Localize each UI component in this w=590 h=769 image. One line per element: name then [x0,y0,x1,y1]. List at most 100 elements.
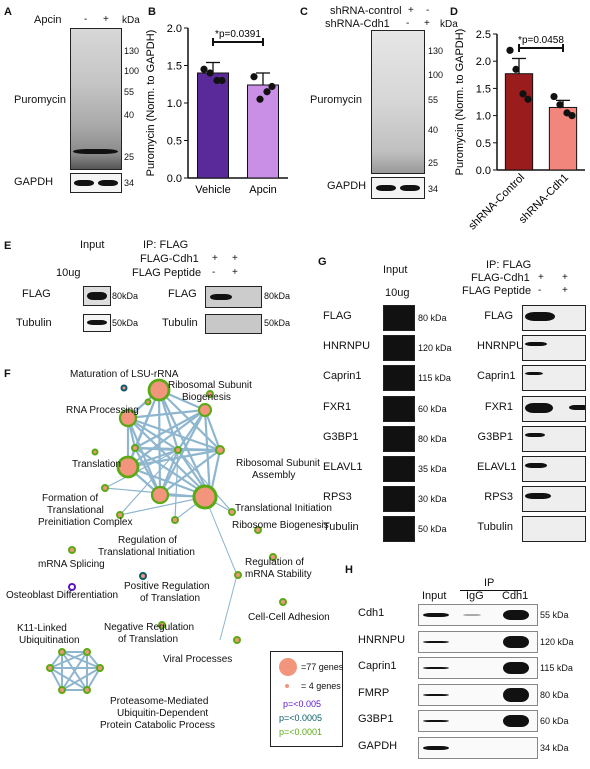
mw-marker: 34 [428,184,439,194]
network-edge [159,449,221,496]
mw-label: 115 kDa [540,663,573,673]
term-label: Protein Catabolic Process [100,720,216,731]
mw-label: 60 kDa [418,403,447,414]
mw-marker: 55 [124,87,135,97]
row-label: GAPDH [358,739,398,752]
blot-band [525,432,545,437]
term-label: Ribosomal Subunit [168,380,252,391]
blot-band [423,640,449,643]
node [101,484,109,492]
network-edge [158,389,221,451]
panel-letter-d: D [450,6,458,18]
node [198,403,212,417]
tubulin-ip-blot [205,314,262,334]
network-edge [49,651,88,669]
mw-label: 35 kDa [418,464,447,474]
data-point [218,76,226,85]
network-edge [174,449,179,521]
input-blot [383,425,415,452]
ip-row-label: G3BP1 [477,430,513,443]
blot-strip [418,683,538,706]
blot-band [525,402,553,413]
legend-p2: p=<0.0005 [279,713,323,723]
gapdh-label: GAPDH [327,180,367,192]
lsu-rrna-node [120,384,128,392]
panel-letter-a: A [4,6,12,18]
blot-band [423,613,449,617]
term-label: mRNA Stability [245,569,312,580]
row-label: Tubulin [323,521,359,534]
term-label: Ubiquitination [19,635,80,646]
node [171,516,179,524]
ip-row-label: FLAG [484,310,513,322]
plus-sign: + [562,272,568,283]
blot-band [210,294,232,300]
blot-band [423,720,449,722]
network-edge [177,449,233,513]
bar [197,72,229,179]
blot-band [525,342,547,347]
node [228,508,236,516]
mrna-splicing-node [68,546,76,554]
row-label: Cdh1 [358,607,385,619]
blot-band [423,693,449,696]
row-label: FLAG [323,310,352,322]
minus-sign: - [406,18,410,29]
tubulin-input-blot [83,314,111,332]
term-label: Translation [72,459,122,470]
row-label: HNRNPU [323,340,371,353]
mw-label: 50kDa [112,318,139,328]
gapdh-label: GAPDH [14,176,54,188]
plus-sign: + [538,272,544,283]
data-point [206,69,214,77]
term-label: K11-Linked [17,623,67,634]
blot-band [376,185,396,191]
row-label: RPS3 [323,491,352,504]
ip-flag-label: IP: FLAG [143,239,189,251]
puromycin-label: Puromycin [310,94,362,106]
translation-node [116,455,140,479]
y-axis-label: Puromycin (Norm. to GAPDH) [454,29,466,176]
data-point [550,92,558,101]
mw-label: 80 kDa [540,689,569,700]
network-edge [119,496,206,516]
ip-blot [522,335,586,362]
y-tick-label: 2.5 [476,29,491,41]
network-edge [158,389,211,498]
ip-bracket [460,590,522,591]
minus-sign: - [84,14,88,25]
rna-processing-node [147,378,171,402]
mw-marker: 55 [428,95,439,105]
blot-strip [418,710,538,732]
term-label: Viral Processes [163,654,233,665]
positive-regulation-node [139,572,147,580]
proteasome-cluster-node [83,648,91,656]
input-label: Input [80,239,105,251]
ip-blot [522,305,586,331]
row-label: G3BP1 [323,430,359,443]
row-label: FXR1 [323,400,352,413]
proteasome-cluster-node [46,664,54,672]
term-label: mRNA Splicing [38,559,105,570]
data-point [213,76,221,85]
y-tick-label: 1.0 [476,111,491,123]
blot-band [463,614,481,616]
network-edge [49,667,63,691]
ip-blot [522,486,586,513]
data-point [524,95,532,103]
tubulin-ip-row-label: Tubulin [162,317,198,329]
blot-band [503,635,529,648]
amount-label: 10ug [56,267,81,279]
cdh1-label: Cdh1 [502,590,529,602]
term-label: Osteoblast Differentiation [6,590,119,601]
data-point [506,46,514,54]
mw-label: 80 kDa [418,433,447,444]
y-tick-label: 0.0 [167,173,182,185]
blot-band [525,463,547,468]
network-edge [119,449,179,516]
term-label: of Translation [140,593,201,604]
shrna-control-label: shRNA-control [330,5,402,17]
term-label: Proteasome-Mediated [110,696,209,707]
node [116,511,124,519]
